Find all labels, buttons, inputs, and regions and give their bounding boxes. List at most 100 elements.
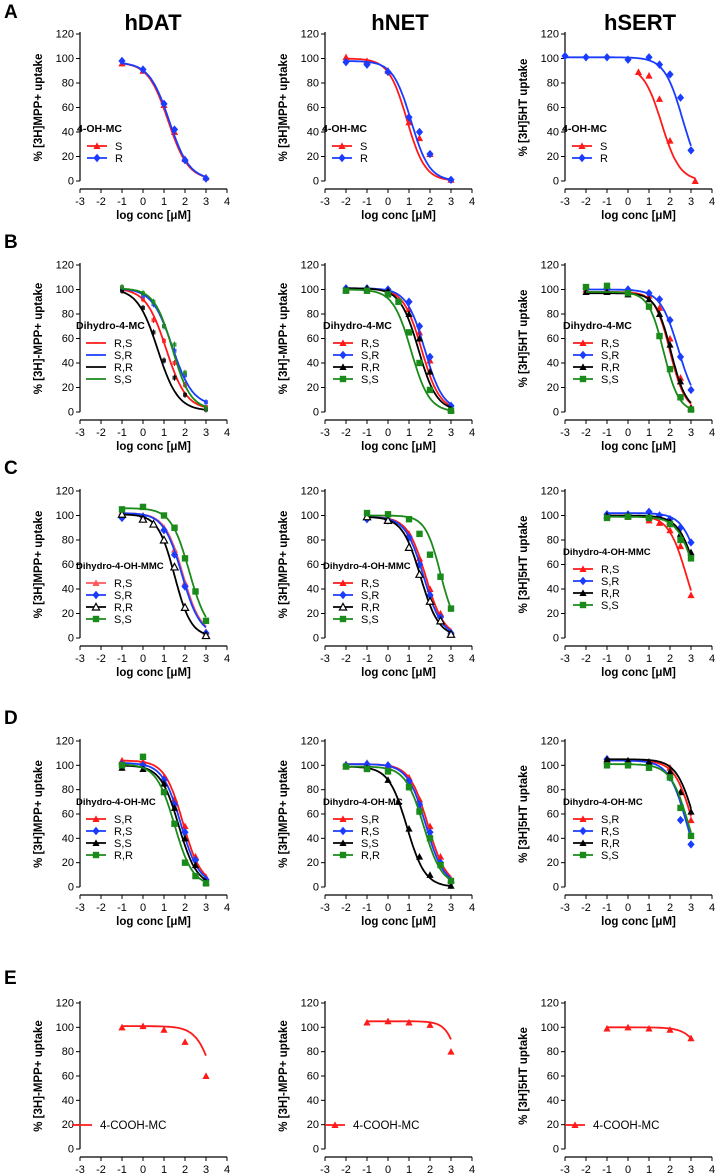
legend-title: Dihydro-4-OH-MC xyxy=(323,797,403,808)
legend-marker xyxy=(579,839,587,846)
x-tick-label: 2 xyxy=(182,653,188,665)
series-s-s xyxy=(603,762,695,840)
series-r-r xyxy=(118,753,210,887)
x-tick-label: -1 xyxy=(117,196,127,208)
legend-label: R xyxy=(600,153,608,165)
x-tick-label: 4 xyxy=(224,427,230,439)
data-point xyxy=(414,569,425,578)
data-point xyxy=(645,764,653,771)
data-point xyxy=(655,295,664,304)
x-tick-label: 2 xyxy=(427,902,433,914)
data-point xyxy=(655,60,664,69)
data-point xyxy=(169,562,180,571)
data-point xyxy=(384,67,392,77)
data-point xyxy=(117,509,127,518)
chart-b2: 0 20 40 60 80 100 120 -3 -2 -1 0 1 2 3 4 log conc [μM]%… xyxy=(278,260,475,454)
y-tick-label: 0 xyxy=(68,882,74,894)
x-tick-label: 1 xyxy=(406,196,412,208)
row-labels: A B C D E xyxy=(4,2,18,989)
legend: Dihydro-4-OH-MC S,RR,SR,RS,S xyxy=(563,797,643,862)
data-point xyxy=(342,763,350,770)
data-point xyxy=(160,779,168,787)
legend-marker xyxy=(92,826,100,836)
chart-c1: 0 20 40 60 80 100 120 -3 -2 -1 0 1 2 3 4 log conc [μM]%… xyxy=(33,486,230,680)
y-tick-label: 100 xyxy=(541,510,559,522)
x-axis-label: log conc [μM] xyxy=(361,667,436,679)
legend-label: 4-COOH-MC xyxy=(593,1120,659,1132)
x-tick-label: 3 xyxy=(688,902,694,914)
data-point xyxy=(666,526,674,534)
legend-title: Dihydro-4-OH-MMC xyxy=(323,561,411,572)
data-point xyxy=(666,520,674,528)
x-tick-label: -1 xyxy=(602,427,612,439)
y-tick-label: 80 xyxy=(547,309,559,321)
legend-marker xyxy=(579,339,587,346)
y-tick-label: 80 xyxy=(62,535,74,547)
data-point xyxy=(687,816,695,824)
data-point xyxy=(677,536,684,544)
x-axis-label: log conc [μM] xyxy=(361,210,436,222)
x-tick-label: -2 xyxy=(581,653,591,665)
data-point xyxy=(151,299,156,304)
x-tick-label: -1 xyxy=(602,653,612,665)
y-tick-label: 40 xyxy=(62,358,74,370)
y-tick-label: 20 xyxy=(307,151,319,163)
x-tick-label: 3 xyxy=(688,1164,694,1175)
data-point xyxy=(405,533,413,542)
data-point xyxy=(645,514,653,522)
x-axis-label: log conc [μM] xyxy=(116,667,191,679)
data-point xyxy=(363,509,371,517)
x-axis-label: log conc [μM] xyxy=(116,916,191,928)
data-point xyxy=(666,341,674,348)
legend-marker xyxy=(579,375,587,383)
data-point xyxy=(181,1038,189,1045)
data-point xyxy=(405,1018,413,1026)
legend-title: 4-OH-MC xyxy=(77,123,122,135)
legend: 4-OH-MC SR xyxy=(77,123,123,165)
legend-marker xyxy=(339,851,347,859)
legend-label: S,R xyxy=(601,814,619,826)
data-point xyxy=(687,591,695,599)
data-point xyxy=(415,334,424,342)
data-point xyxy=(603,1024,611,1032)
x-tick-label: -3 xyxy=(320,427,330,439)
y-tick-label: 80 xyxy=(62,78,74,90)
y-tick-label: 20 xyxy=(547,382,559,394)
y-tick-label: 20 xyxy=(547,608,559,620)
legend-marker xyxy=(339,339,347,346)
data-point xyxy=(624,289,632,297)
legend-label: R,S xyxy=(601,338,619,350)
legend-label: S,R xyxy=(601,576,619,588)
legend-marker xyxy=(92,579,100,586)
legend-label: S,R xyxy=(114,814,132,826)
y-axis-label: % [3H]5HT uptake xyxy=(518,59,530,157)
data-point xyxy=(141,291,145,296)
y-tick-label: 40 xyxy=(547,833,559,845)
x-tick-label: -3 xyxy=(320,902,330,914)
y-tick-label: 80 xyxy=(307,309,319,321)
y-tick-label: 60 xyxy=(62,102,74,114)
legend: 4-COOH-MC xyxy=(72,1120,166,1132)
fit-curve xyxy=(586,288,692,386)
data-point xyxy=(405,329,413,336)
x-tick-label: 1 xyxy=(646,427,652,439)
fit-curve xyxy=(121,62,207,178)
legend-title: Dihydro-4-OH-MMC xyxy=(76,561,164,572)
legend-label: R,R xyxy=(114,602,133,614)
y-tick-label: 120 xyxy=(301,486,319,498)
legend-label: R xyxy=(115,153,123,165)
fit-curve xyxy=(121,290,207,411)
data-point xyxy=(676,542,685,550)
data-point xyxy=(384,1017,392,1025)
x-tick-label: 4 xyxy=(224,1164,230,1175)
data-point xyxy=(687,555,695,562)
series-r xyxy=(561,51,695,155)
x-tick-label: 2 xyxy=(667,427,673,439)
y-tick-label: 80 xyxy=(547,535,559,547)
data-point xyxy=(437,573,444,580)
series-4-cooh-mc xyxy=(118,1022,210,1079)
y-tick-label: 60 xyxy=(307,333,319,345)
x-tick-label: -1 xyxy=(602,1164,612,1175)
x-tick-label: -1 xyxy=(117,653,127,665)
